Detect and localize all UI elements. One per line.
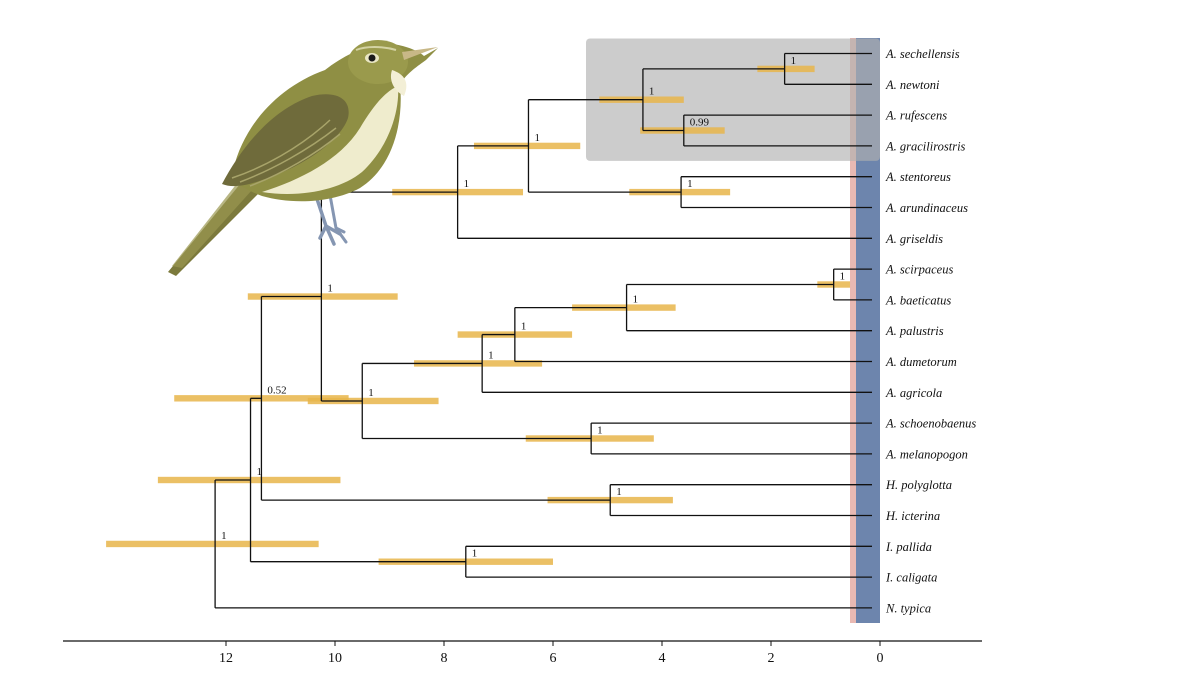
bird-beak — [402, 47, 438, 60]
support-values: 1 0.99 1 1 1 1 1 1 1 1 1 1 1 1 0.52 1 1 1 — [221, 55, 845, 560]
tip-label: N. typica — [885, 601, 931, 615]
tip-label: A. rufescens — [885, 109, 947, 123]
tip-label: A. agricola — [885, 386, 942, 400]
bird-wing — [222, 94, 349, 187]
axis-tick-label: 0 — [877, 651, 884, 666]
support-value: 1 — [534, 132, 540, 144]
axis-tick-label: 2 — [768, 651, 775, 666]
support-value: 1 — [464, 178, 470, 190]
tip-label: H. polyglotta — [885, 478, 952, 492]
tip-label: A. dumetorum — [885, 355, 957, 369]
time-axis: 12 10 8 6 4 2 0 — [63, 640, 982, 666]
tip-label: A. baeticatus — [885, 293, 951, 307]
reed-warbler-illustration — [168, 40, 438, 276]
hpd-bar — [106, 540, 319, 548]
tip-label: H. icterina — [885, 509, 940, 523]
tip-label: A. arundinaceus — [885, 201, 968, 215]
tip-label: A. scirpaceus — [885, 263, 953, 277]
bird-leg — [314, 194, 342, 246]
support-value: 1 — [257, 466, 263, 478]
bird-supercilium — [355, 46, 397, 51]
support-value: 1 — [616, 486, 622, 498]
support-value: 1 — [472, 548, 478, 560]
support-value: 1 — [791, 55, 797, 67]
tip-label: A. stentoreus — [885, 170, 951, 184]
axis-tick-label: 12 — [219, 651, 233, 666]
tip-label: I. caligata — [885, 571, 937, 585]
tip-label: A. melanopogon — [885, 447, 968, 461]
axis-tick-label: 4 — [659, 651, 666, 666]
tip-label: A. griseldis — [885, 232, 943, 246]
support-value: 0.99 — [690, 117, 710, 129]
bird-tail-shade — [172, 182, 252, 268]
bird-leg-2 — [328, 193, 348, 244]
support-value: 1 — [597, 425, 603, 437]
axis-tick-label: 6 — [550, 651, 557, 666]
tip-label: I. pallida — [885, 540, 932, 554]
bird-throat — [390, 70, 407, 96]
support-value: 1 — [488, 349, 494, 361]
axis-ticks: 12 10 8 6 4 2 0 — [219, 641, 884, 666]
tip-label: A. newtoni — [885, 78, 940, 92]
support-value: 1 — [521, 321, 527, 333]
support-value: 1 — [649, 86, 655, 98]
axis-tick-label: 10 — [328, 651, 342, 666]
tip-label: A. gracilirostris — [885, 139, 966, 153]
support-value: 1 — [633, 294, 639, 306]
tip-label: A. palustris — [885, 324, 944, 338]
support-value: 1 — [687, 178, 693, 190]
tip-labels: A. sechellensis A. newtoni A. rufescens A. … — [885, 47, 976, 615]
bird-eye — [368, 54, 376, 62]
tip-label: A. schoenobaenus — [885, 417, 976, 431]
hpd-bar — [757, 65, 815, 73]
support-value: 1 — [327, 283, 333, 295]
support-value: 1 — [221, 530, 227, 542]
hpd-bar — [247, 293, 398, 300]
hpd-bar — [307, 397, 439, 405]
branches — [214, 52, 872, 609]
axis-tick-label: 8 — [441, 651, 448, 666]
bird-belly — [262, 86, 399, 194]
support-value: 0.52 — [267, 384, 286, 396]
support-value: 1 — [368, 387, 374, 399]
bird-wing-feathers — [231, 119, 341, 187]
tip-label: A. sechellensis — [885, 47, 960, 61]
support-value: 1 — [840, 271, 846, 283]
